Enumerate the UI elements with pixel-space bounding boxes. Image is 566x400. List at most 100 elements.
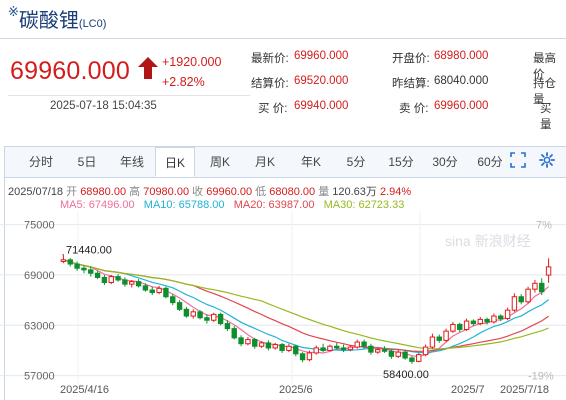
x-tick-label: 2025/7/18 — [500, 384, 549, 396]
price-divider — [8, 95, 250, 96]
stat-value-ask: 69960.000 — [434, 100, 489, 112]
candle-down — [88, 269, 94, 274]
tab-monthly-k[interactable]: 月K — [254, 155, 275, 169]
tab-yearly-k[interactable]: 年K — [300, 155, 321, 169]
candle-up — [211, 313, 217, 321]
min-annotation: 58400.00 — [383, 369, 429, 381]
ma20-line — [63, 259, 549, 352]
price-change-pct: +2.82% — [162, 75, 205, 89]
candle-down — [101, 276, 108, 283]
stat-label-prev-settle: 昨结算: — [392, 78, 430, 90]
y-tick-label: 57000 — [24, 371, 55, 383]
candle-down — [197, 311, 203, 319]
candle-down — [402, 351, 408, 359]
candle-up — [511, 296, 518, 311]
tab-15min[interactable]: 15分 — [388, 155, 414, 169]
ma-lines — [63, 259, 549, 358]
tab-timeshare[interactable]: 分时 — [28, 155, 53, 169]
tab-yearline[interactable]: 年线 — [119, 155, 144, 169]
y-tick-label: 63000 — [24, 320, 55, 332]
candle-down — [518, 296, 524, 303]
right-tick-label: 7% — [536, 220, 552, 232]
candle-up — [491, 315, 497, 323]
ma5-legend: MA5: 67496.00 — [60, 199, 135, 211]
stat-value-settle: 69520.000 — [294, 75, 349, 87]
tab-daily-k[interactable]: 日K — [155, 147, 195, 177]
stat-value-last: 69960.000 — [294, 50, 349, 62]
x-tick-label: 2025/4/16 — [60, 384, 109, 396]
candle-up — [129, 281, 135, 285]
x-tick-label: 2025/6 — [279, 384, 313, 396]
instrument-name: 碳酸锂 — [18, 10, 79, 32]
candle-up — [108, 276, 114, 283]
candle-up — [347, 346, 354, 351]
candle-up — [60, 259, 67, 263]
candle-up — [395, 351, 401, 357]
candle-down — [457, 323, 463, 330]
candle-down — [176, 302, 183, 310]
candle-up — [504, 309, 511, 320]
y-tick-label: 75000 — [24, 220, 55, 232]
price-change: +1920.000 — [162, 55, 222, 69]
info-date: 2025/07/18 — [8, 186, 64, 198]
stat-value-open: 68980.000 — [434, 50, 489, 62]
candle-down — [320, 347, 326, 351]
info-high-label: 高 — [129, 186, 141, 198]
tab-weekly-k[interactable]: 周K — [209, 155, 230, 169]
candle-down — [539, 282, 545, 293]
candle-down — [409, 357, 415, 362]
fullscreen-icon[interactable] — [510, 152, 526, 168]
title-mark: ※ — [8, 4, 19, 19]
candle-down — [381, 349, 388, 352]
candle-down — [115, 276, 121, 281]
candle-down — [361, 341, 367, 347]
axis-labels: 75000 69000 63000 57000 7% -19% 2025/4/16 2025/… — [24, 220, 554, 396]
candle-down — [368, 345, 374, 353]
candle-down — [470, 320, 477, 325]
stat-label-settle: 结算价: — [251, 78, 289, 90]
ma10-line — [63, 259, 549, 354]
candle-up — [429, 336, 436, 348]
candle-down — [67, 259, 73, 265]
tab-5min[interactable]: 5分 — [346, 155, 366, 169]
candle-down — [334, 345, 340, 349]
candle-up — [306, 352, 313, 361]
candle-down — [135, 281, 142, 287]
candle-down — [279, 344, 285, 351]
candle-down — [142, 285, 149, 291]
tab-60min[interactable]: 60分 — [477, 155, 503, 169]
candle-down — [94, 272, 101, 278]
info-open: 68980.00 — [80, 186, 127, 198]
candle-down — [299, 353, 306, 361]
max-annotation: 71440.00 — [66, 244, 112, 256]
period-tab-bar — [5, 147, 566, 178]
candle-up — [477, 318, 483, 325]
candle-up — [532, 282, 538, 290]
tab-30min[interactable]: 30分 — [432, 155, 458, 169]
candle-down — [252, 339, 258, 347]
instrument-code: (LC0) — [78, 18, 107, 30]
info-close-label: 收 — [192, 186, 204, 198]
candle-down — [265, 342, 272, 349]
settings-gear-icon[interactable] — [539, 152, 555, 168]
title-block: ※碳酸锂(LC0) — [8, 4, 106, 33]
candle-down — [74, 263, 80, 269]
info-close: 69960.00 — [206, 186, 253, 198]
info-pct: 2.94% — [379, 186, 412, 198]
tab-5day[interactable]: 5日 — [77, 155, 97, 169]
candle-down — [149, 289, 155, 294]
last-price: 69960.000 — [10, 57, 130, 85]
candle-up — [354, 341, 360, 348]
stat-label-open: 开盘价: — [392, 53, 430, 65]
stat-label-open-interest: 持仓量 — [533, 78, 556, 106]
candle-down — [238, 337, 244, 345]
ma5-line — [63, 259, 549, 358]
ma30-legend: MA30: 62723.33 — [323, 199, 405, 211]
candle-down — [122, 279, 128, 285]
ohlc-info-bar: 2025/07/18 开 68980.00 高 70980.00 收 69960… — [8, 183, 411, 199]
candle-down — [163, 287, 169, 298]
quote-timestamp: 2025-07-18 15:04:35 — [50, 100, 157, 112]
change-block: +1920.000 +2.82% — [162, 52, 221, 92]
stat-label-last: 最新价: — [251, 53, 289, 65]
candle-up — [450, 323, 456, 332]
